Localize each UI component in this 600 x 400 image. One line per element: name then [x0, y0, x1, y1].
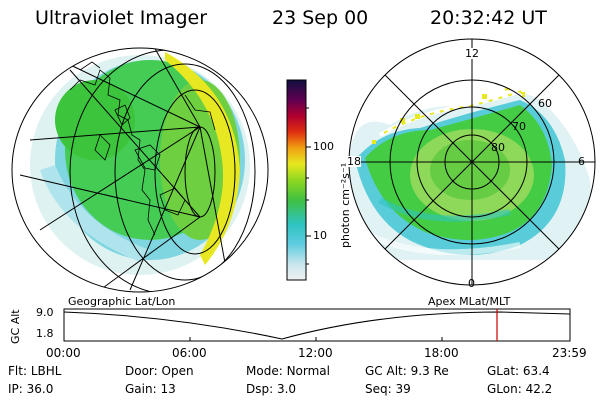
status-door-value: Open [161, 364, 194, 378]
status-gain: Gain: 13 [125, 383, 176, 395]
mlt-label-12: 12 [465, 47, 479, 60]
timeline-y-axis-label: GC Alt [9, 309, 22, 344]
status-gain-value: 13 [160, 382, 176, 396]
lat-label-60: 60 [538, 97, 552, 110]
status-mode-label: Mode: [246, 364, 283, 378]
status-dsp: Dsp: 3.0 [246, 383, 296, 395]
status-glat-value: 63.4 [522, 364, 550, 378]
globe-coastlines [69, 61, 216, 236]
lat-label-80: 80 [491, 141, 505, 154]
timeline-frame [63, 308, 571, 342]
color-scale-bar [286, 79, 307, 281]
status-seq: Seq: 39 [365, 383, 411, 395]
timeline-x-tick-0000: 00:00 [46, 346, 81, 360]
instrument-title: Ultraviolet Imager [35, 7, 208, 29]
mlt-label-0: 0 [468, 277, 475, 290]
color-scale-ticks [306, 107, 311, 265]
mlt-label-6: 6 [578, 155, 585, 168]
status-glon: GLon: 42.2 [487, 383, 552, 395]
timeline-left-label: Geographic Lat/Lon [68, 295, 176, 308]
status-glon-label: GLon: [487, 382, 522, 396]
lat-label-70: 70 [512, 120, 526, 133]
status-dsp-label: Dsp: [246, 382, 274, 396]
status-mode-value: Normal [286, 364, 330, 378]
timeline-x-tick-2359: 23:59 [552, 346, 587, 360]
status-door-label: Door: [125, 364, 158, 378]
status-seq-label: Seq: [365, 382, 392, 396]
observation-date: 23 Sep 00 [272, 7, 369, 29]
timeline-y-tick-min: 1.8 [36, 327, 54, 340]
status-mode: Mode: Normal [246, 365, 330, 377]
polar-aurora-emission [349, 88, 595, 260]
globe-limb [11, 47, 269, 293]
status-ip: IP: 36.0 [8, 383, 53, 395]
altitude-timeline [63, 308, 571, 342]
color-scale-tick-100: 100 [313, 140, 334, 153]
status-gc-alt-value: 9.3 Re [410, 364, 449, 378]
status-glat-label: GLat: [487, 364, 520, 378]
timeline-x-tick-1200: 12:00 [298, 346, 333, 360]
status-seq-value: 39 [395, 382, 411, 396]
status-glat: GLat: 63.4 [487, 365, 550, 377]
mlt-label-18: 18 [347, 155, 361, 168]
timeline-y-tick-max: 9.0 [36, 306, 54, 319]
status-gain-label: Gain: [125, 382, 157, 396]
polar-mlt-grid [348, 38, 596, 286]
status-ip-value: 36.0 [26, 382, 54, 396]
color-scale-tick-10: 10 [313, 229, 327, 242]
status-glon-value: 42.2 [525, 382, 553, 396]
status-gc-alt-label: GC Alt: [365, 364, 407, 378]
timeline-ticks [189, 337, 443, 341]
timeline-x-tick-1800: 18:00 [424, 346, 459, 360]
status-ip-label: IP: [8, 382, 23, 396]
status-filter-value: LBHL [30, 364, 62, 378]
observation-time: 20:32:42 UT [430, 7, 547, 29]
timeline-x-tick-0600: 06:00 [172, 346, 207, 360]
status-filter: Flt: LBHL [8, 365, 61, 377]
color-scale-unit-label: photon cm⁻²s⁻¹ [339, 162, 352, 248]
globe-aurora-emission [30, 52, 250, 275]
altitude-curve [63, 311, 571, 340]
status-door: Door: Open [125, 365, 194, 377]
timeline-right-label: Apex MLat/MLT [428, 295, 511, 308]
status-filter-label: Flt: [8, 364, 27, 378]
status-dsp-value: 3.0 [276, 382, 297, 396]
status-gc-alt: GC Alt: 9.3 Re [365, 365, 449, 377]
